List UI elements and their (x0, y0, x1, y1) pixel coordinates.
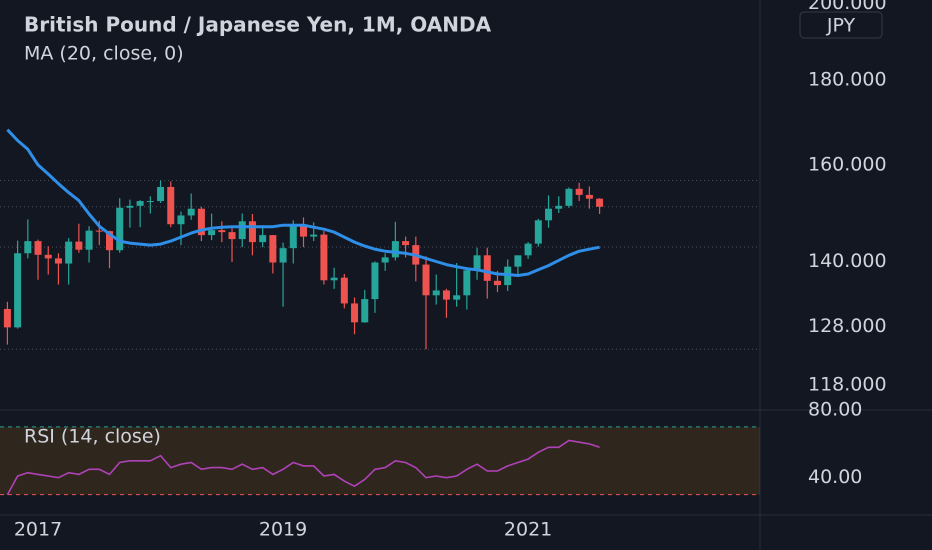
candle-body (197, 208, 205, 236)
candle-body (361, 299, 369, 323)
candle-body (248, 221, 256, 243)
candle-body (453, 295, 461, 300)
candle-body (218, 230, 226, 233)
candle-body (330, 277, 338, 281)
currency-box[interactable] (799, 11, 883, 39)
x-tick-label: 2017 (14, 519, 62, 541)
candle-body (351, 303, 359, 323)
candle-body (116, 207, 124, 251)
candle-body (14, 253, 22, 328)
candle-body (34, 241, 42, 255)
y-tick-label: 200.000 (808, 0, 887, 14)
candle-body (44, 254, 52, 259)
y-tick-label: 140.000 (808, 250, 887, 272)
currency-label[interactable]: JPY (826, 15, 856, 37)
candle-body (575, 188, 583, 195)
x-tick-label: 2019 (259, 519, 307, 541)
candle-body (596, 198, 604, 207)
candle-body (187, 208, 195, 216)
candle-body (555, 205, 563, 209)
candle-body (391, 241, 399, 258)
candle-body (126, 205, 134, 208)
y-tick-label: 160.000 (808, 153, 887, 175)
marks: 118.000 128.000 140.000 160.000 180.000 200.0… (0, 0, 887, 541)
candle-body (442, 290, 450, 300)
candle-body (259, 235, 267, 243)
candle-body (228, 232, 236, 240)
candle-body (320, 234, 328, 281)
candle-body (381, 257, 389, 263)
candle-body (24, 241, 32, 254)
y-tick-label: 128.000 (808, 315, 887, 337)
ma-line (6, 128, 600, 277)
candle-body (289, 226, 297, 249)
candle-body (402, 241, 410, 246)
candle-body (65, 241, 73, 264)
candle-body (514, 255, 522, 267)
candle-body (146, 201, 154, 203)
y-tick-label: 180.000 (808, 68, 887, 90)
rsi-legend: RSI (14, close) (24, 426, 161, 448)
candle-body (299, 226, 307, 237)
candle-body (524, 243, 532, 256)
candle-body (493, 280, 501, 286)
rsi-line (6, 439, 600, 496)
candle-body (483, 255, 491, 281)
candle-body (3, 308, 11, 328)
candle-body (534, 220, 542, 244)
candle-body (208, 230, 216, 236)
candle-body (167, 186, 175, 225)
chart-title: British Pound / Japanese Yen, 1M, OANDA (24, 13, 492, 37)
candle-body (340, 277, 348, 304)
candle-body (177, 215, 185, 225)
candle-body (269, 235, 277, 263)
candle-body (75, 241, 83, 250)
candle-body (585, 194, 593, 199)
candle-body (565, 188, 573, 206)
candle-body (85, 230, 93, 250)
candle-body (136, 201, 144, 206)
rsi-tick-label: 80.00 (808, 399, 862, 421)
y-tick-label: 118.000 (808, 374, 887, 396)
x-tick-label: 2021 (504, 519, 552, 541)
candle-body (54, 258, 62, 264)
candle-body (238, 221, 246, 240)
candle-body (463, 270, 471, 296)
candle-body (310, 234, 318, 237)
candle-body (157, 186, 165, 202)
candle-body (371, 262, 379, 300)
candle-body (95, 230, 103, 232)
candle-body (432, 290, 440, 296)
candle-body (106, 231, 113, 251)
candle-body (473, 255, 481, 271)
ma-legend: MA (20, close, 0) (24, 43, 184, 65)
rsi-tick-label: 40.00 (808, 466, 862, 488)
candle-body (545, 208, 553, 221)
candle-body (422, 264, 430, 296)
candle-body (279, 248, 287, 263)
